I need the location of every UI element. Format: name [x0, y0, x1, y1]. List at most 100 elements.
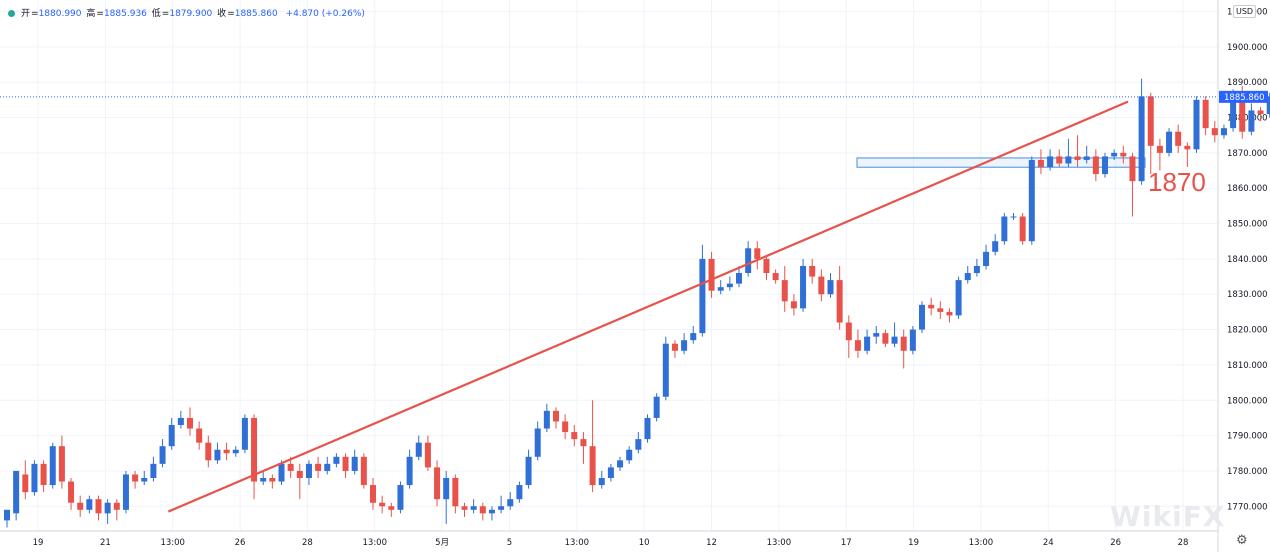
candle-body	[1102, 156, 1108, 175]
candle-body	[49, 446, 56, 486]
candle-body	[1019, 216, 1026, 242]
x-tick-label: 28	[1178, 538, 1189, 548]
candle-body	[443, 477, 450, 500]
candle-body	[626, 449, 633, 461]
candle-body	[424, 442, 431, 468]
y-tick-label: 1840.000	[1227, 255, 1268, 265]
candle-body	[58, 446, 65, 482]
candle-body	[1239, 92, 1246, 132]
candle-body	[122, 474, 129, 510]
candle-body	[818, 276, 825, 295]
candle-body	[845, 322, 852, 341]
candle-body	[973, 265, 980, 274]
candle-body	[22, 474, 29, 493]
candle-body	[1147, 96, 1154, 146]
x-tick-label: 5	[507, 538, 512, 548]
x-tick-label: 5月	[435, 538, 449, 548]
candle-body	[1065, 156, 1072, 164]
open-label: 开	[21, 9, 31, 19]
candle-body	[790, 301, 797, 309]
candle-body	[141, 477, 148, 482]
candle-body	[95, 499, 102, 514]
zone-label: 1870	[1148, 167, 1206, 197]
candle-body	[223, 449, 230, 454]
candle-body	[507, 499, 514, 507]
candle-body	[937, 308, 944, 312]
status-dot-icon	[8, 10, 15, 17]
y-tick-label: 1820.000	[1227, 326, 1268, 336]
x-tick-label: 13:00	[363, 538, 388, 548]
y-tick-label: 1790.000	[1227, 432, 1268, 442]
candle-body	[873, 333, 880, 337]
y-tick-label: 1830.000	[1227, 290, 1268, 300]
candle-body	[864, 336, 871, 351]
low-value: 1879.900	[169, 9, 213, 19]
candle-body	[653, 396, 660, 418]
candle-body	[434, 467, 441, 500]
currency-button[interactable]: USD	[1233, 5, 1257, 18]
candle-body	[397, 485, 404, 510]
candle-body	[1010, 216, 1017, 218]
candle-body	[534, 428, 541, 457]
candle-body	[717, 287, 724, 291]
candle-body	[278, 463, 285, 482]
candle-body	[1211, 128, 1218, 136]
candle-body	[690, 333, 697, 341]
last-price-label: 1885.860	[1224, 93, 1265, 103]
x-tick-label: 24	[1043, 538, 1054, 548]
candle-body	[891, 336, 898, 344]
gear-icon[interactable]: ⚙	[1236, 533, 1248, 548]
candle-body	[214, 449, 221, 461]
candle-body	[260, 477, 267, 482]
candle-body	[488, 509, 495, 514]
x-tick-label: 12	[706, 538, 717, 548]
candle-body	[461, 506, 468, 510]
candle-body	[1120, 152, 1127, 157]
candle-body	[525, 456, 532, 486]
candle-body	[177, 417, 184, 425]
candle-body	[1184, 145, 1191, 150]
candle-body	[1175, 131, 1182, 146]
y-tick-label: 1870.000	[1227, 149, 1268, 159]
candle-body	[1001, 216, 1008, 242]
candle-body	[589, 446, 596, 486]
candle-body	[726, 283, 733, 288]
x-tick-label: 10	[639, 538, 650, 548]
candle-body	[598, 477, 605, 486]
candle-body	[836, 280, 843, 323]
candle-body	[342, 456, 349, 471]
candle-body	[617, 460, 624, 468]
y-tick-label: 1880.000	[1227, 114, 1268, 124]
candle-body	[1248, 110, 1255, 132]
support-zone	[856, 157, 1146, 168]
candle-body	[470, 506, 477, 510]
candle-body	[928, 304, 935, 309]
candle-body	[241, 417, 248, 450]
candle-body	[736, 273, 742, 284]
candle-body	[708, 258, 715, 291]
candle-body	[809, 265, 816, 277]
candle-body	[333, 456, 340, 464]
candle-body	[699, 258, 706, 334]
candle-body	[31, 463, 38, 493]
candle-body	[1037, 159, 1044, 168]
candle-body	[77, 502, 84, 510]
candle-body	[406, 456, 413, 486]
candle-body	[543, 410, 550, 429]
y-tick-label: 1800.000	[1227, 396, 1268, 406]
candle-body	[781, 280, 788, 302]
close-label: 收	[217, 9, 227, 19]
candle-body	[1156, 145, 1163, 153]
candle-body	[1074, 156, 1081, 160]
x-tick-label: 26	[1110, 538, 1121, 548]
candle-body	[516, 485, 523, 500]
candle-body	[4, 509, 10, 521]
watermark: WikiFX	[1110, 500, 1226, 533]
y-tick-label: 1890.000	[1227, 78, 1268, 88]
candle-body	[635, 439, 642, 450]
candle-body	[571, 432, 578, 440]
candle-body	[1083, 156, 1090, 160]
candle-body	[415, 442, 422, 457]
